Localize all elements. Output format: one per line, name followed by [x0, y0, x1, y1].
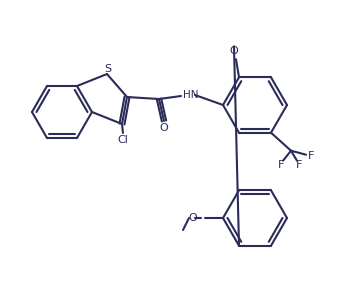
Text: O: O	[189, 213, 197, 223]
Text: O: O	[159, 123, 168, 133]
Text: F: F	[296, 160, 302, 170]
Text: Cl: Cl	[117, 135, 129, 145]
Text: F: F	[308, 151, 314, 161]
Text: F: F	[278, 160, 284, 170]
Text: HN: HN	[183, 90, 199, 100]
Text: S: S	[104, 64, 111, 74]
Text: O: O	[230, 46, 239, 56]
